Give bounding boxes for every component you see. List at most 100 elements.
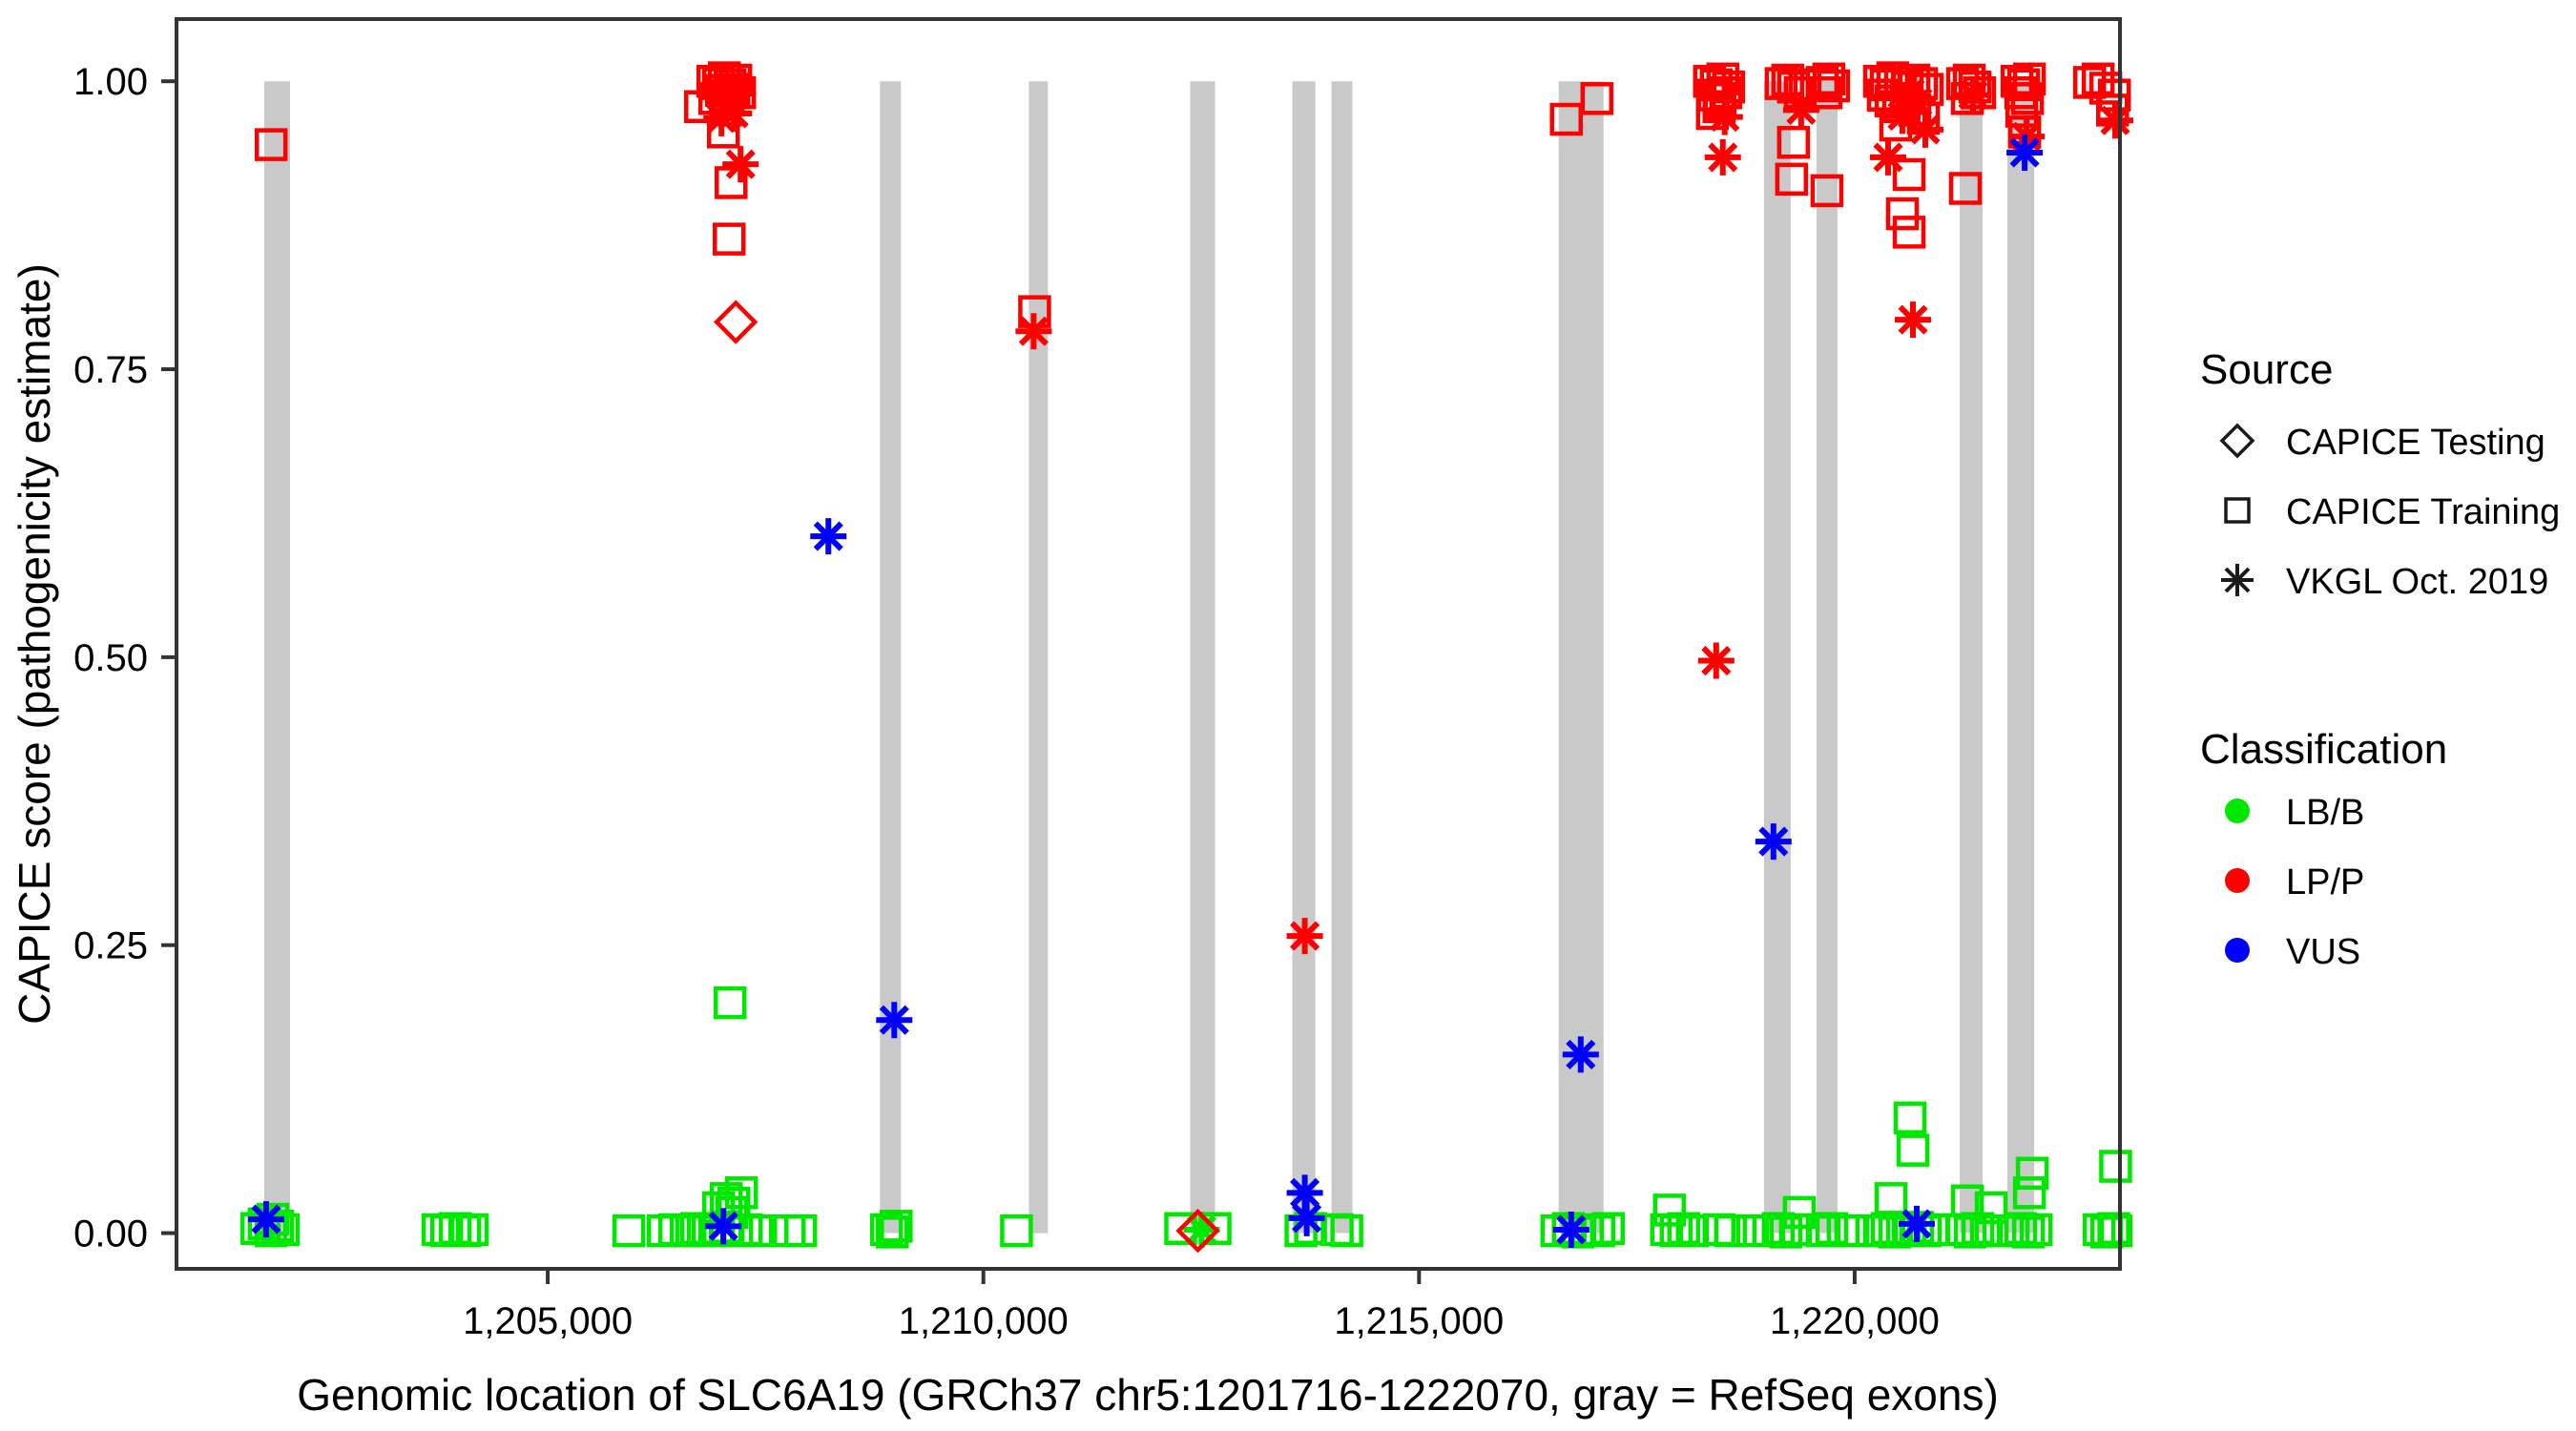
data-point-square [715,166,748,199]
data-point-square [876,1215,909,1249]
legend-classification-title: Classification [2200,726,2447,773]
legend-item-vkgl: VKGL Oct. 2019 [2221,562,2548,602]
data-point-asterisk [1906,111,1943,148]
data-point-square [438,1212,472,1245]
legend-item-capice-training: CAPICE Training [2224,492,2560,532]
legend-label-capice-testing: CAPICE Testing [2286,423,2545,463]
legend-label-vus: VUS [2286,932,2360,972]
data-point-square [1896,1133,1930,1167]
data-point-asterisk [1562,1036,1599,1073]
green-dot-icon [2225,798,2250,823]
data-point-square [455,1213,489,1247]
data-point-square [1892,157,1926,192]
data-point-asterisk [705,1208,742,1245]
exon-bar [1331,81,1353,1234]
data-point-square [1782,1195,1817,1230]
exon-bar [1816,81,1838,1234]
data-point-asterisk [1015,313,1052,350]
data-point-asterisk [876,1002,913,1039]
data-point-square [1330,1213,1363,1248]
data-point-square [714,985,747,1020]
data-point-asterisk [722,146,759,183]
data-point-square [2019,1213,2053,1247]
y-tick-label: 0.50 [73,637,148,679]
legend-label-capice-training: CAPICE Training [2286,492,2560,532]
exon-bar [1763,81,1791,1234]
data-point-square [1874,1182,1908,1215]
y-axis: 0.00 0.25 0.50 0.75 1.00 [73,61,177,1255]
data-point-asterisk [1883,97,1921,135]
legend-label-vkgl: VKGL Oct. 2019 [2286,562,2548,602]
data-point-asterisk [1552,1211,1589,1248]
legend-source-title: Source [2200,346,2333,393]
exon-bar [1190,81,1215,1234]
data-point-square [1000,1213,1033,1248]
data-point-square [1974,1191,2008,1225]
data-point-square [1893,1101,1927,1135]
data-point-asterisk [810,518,847,555]
data-point-square [712,222,746,256]
data-point-asterisk [1286,1174,1323,1212]
data-point-square [1580,82,1614,115]
blue-dot-icon [2225,938,2250,963]
data-point-square [2015,1156,2049,1191]
y-axis-title: CAPICE score (pathogenicity estimate) [10,263,59,1025]
data-point-square [1164,1212,1197,1245]
data-point-square [421,1213,455,1247]
exon-bar [2007,81,2035,1234]
data-point-square [1892,216,1926,249]
data-point-asterisk [1895,301,1932,339]
square-icon [2224,497,2251,524]
exon-bar [1028,81,1049,1234]
data-point-square [1817,69,1851,103]
exon-bar [1959,81,1983,1234]
asterisk-icon [2221,564,2254,596]
data-point-square [1885,197,1920,231]
data-point-square [669,1213,703,1248]
data-point-square [1948,172,1983,205]
data-point-square [254,128,288,161]
data-point-square [1809,76,1843,110]
data-point-square [1775,162,1809,197]
data-point-square [724,1176,758,1210]
data-point-square [657,1213,692,1247]
legend-label-lbb: LB/B [2286,793,2364,833]
legend-item-capice-testing: CAPICE Testing [2219,423,2545,463]
data-point-asterisk [1706,98,1743,135]
data-point-asterisk [2096,102,2133,139]
data-point-square [1198,1212,1232,1245]
data-point-asterisk [1288,1199,1325,1236]
data-point-square [2005,94,2039,128]
data-point-asterisk [1697,642,1735,679]
data-point-square [612,1213,646,1248]
data-point-asterisk [2006,135,2044,172]
data-point-square [1667,1212,1701,1245]
exon-bar [880,81,902,1234]
data-point-square [706,115,740,149]
data-point-square [683,90,717,124]
data-point-diamond [714,300,758,344]
legend: Source CAPICE Testing CAPICE Training VK… [2200,346,2560,972]
data-point-square [2097,1212,2130,1245]
data-point-square [773,1213,806,1248]
data-point-asterisk [1955,76,1992,114]
data-point-square [2099,1213,2133,1248]
data-point-square [1549,102,1583,136]
panel-border [175,17,2122,1271]
data-point-square [1805,66,1839,99]
data-point-square [783,1213,818,1248]
data-point-square [870,1213,904,1247]
data-point-square [1950,1184,1984,1218]
data-point-square [1591,1212,1626,1245]
y-tick-label: 0.75 [73,349,148,391]
y-tick-label: 0.25 [73,925,148,967]
exon-bar [1292,81,1316,1234]
data-point-square [1810,174,1844,208]
data-point-square [739,1213,774,1248]
x-tick-label: 1,210,000 [899,1300,1069,1342]
x-tick-label: 1,205,000 [463,1300,633,1342]
data-point-square [2099,1150,2132,1183]
red-dot-icon [2225,868,2250,893]
